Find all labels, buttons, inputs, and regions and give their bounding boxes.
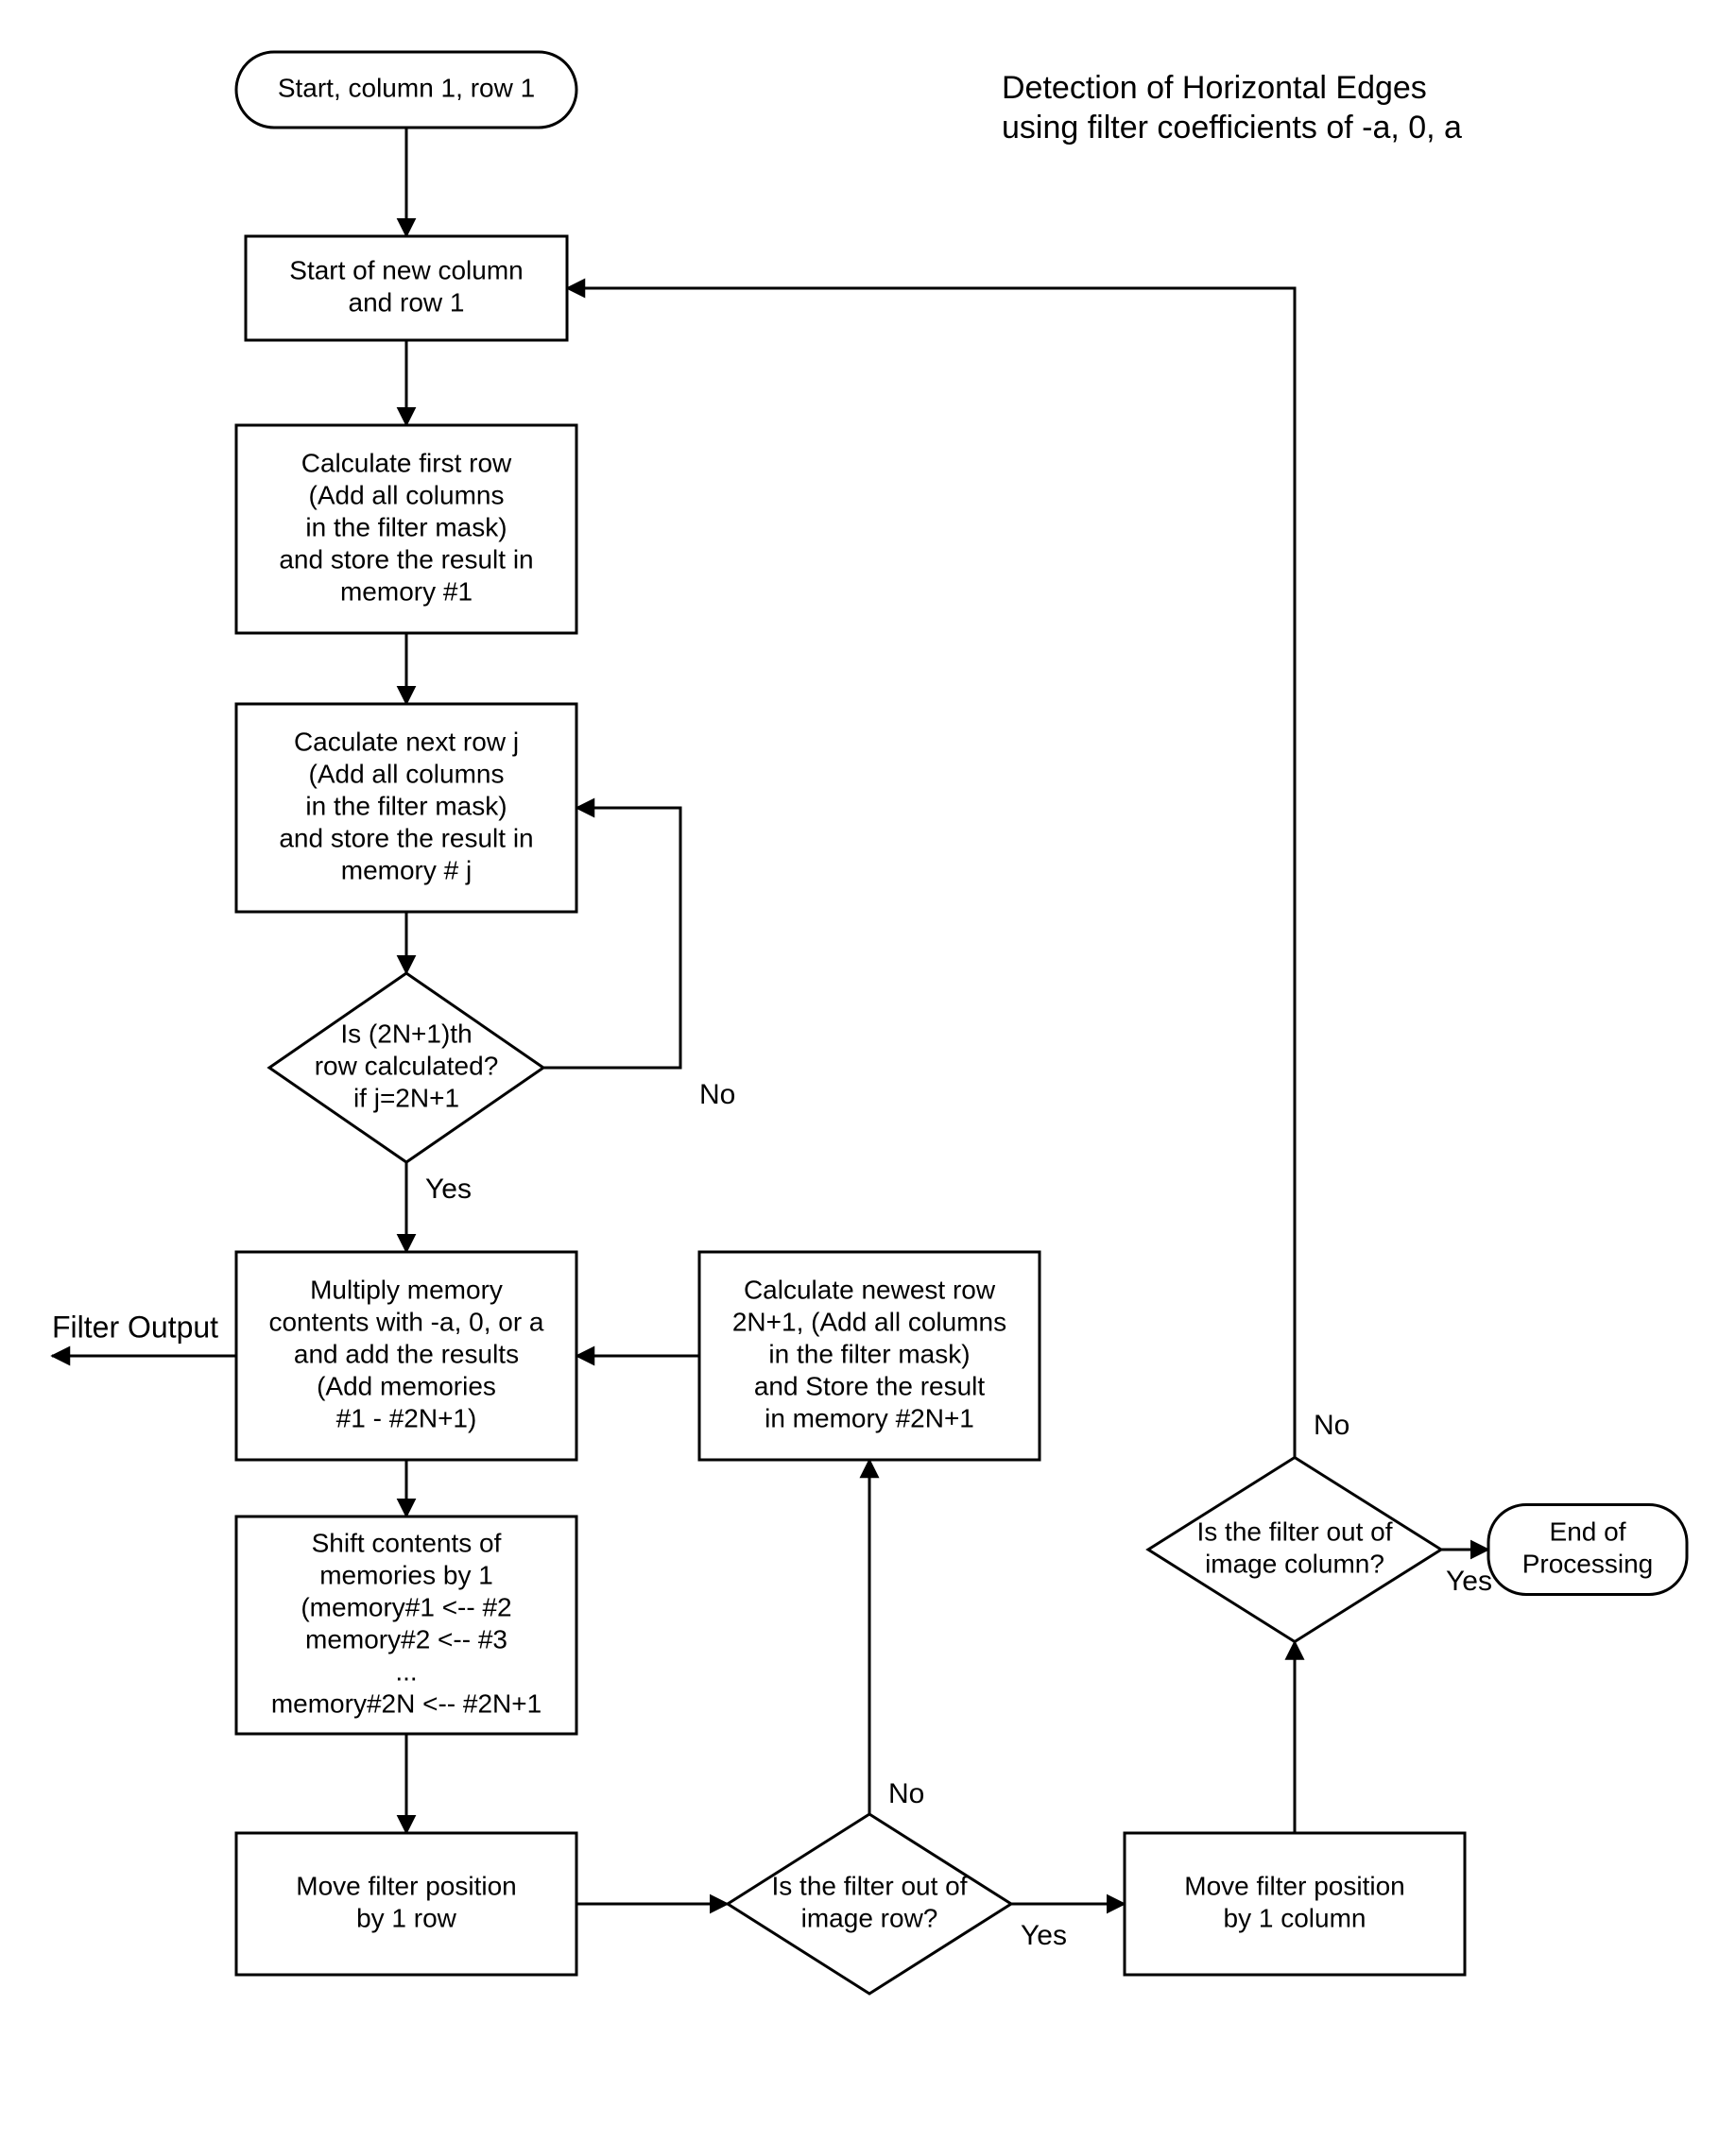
node-moverow-line-1: by 1 row (356, 1903, 457, 1932)
node-mult: Multiply memory contents with -a, 0, or a… (236, 1252, 576, 1460)
node-dec1: Is (2N+1)th row calculated? if j=2N+1 (269, 973, 543, 1162)
node-calc1-line-2: in the filter mask) (305, 512, 507, 541)
node-shift-line-5: memory#2N <-- #2N+1 (271, 1688, 541, 1718)
node-dec3-line-1: image column? (1205, 1549, 1384, 1578)
node-calc1-line-4: memory #1 (340, 576, 473, 606)
node-movecol-line-1: by 1 column (1224, 1903, 1366, 1932)
node-dec1-line-2: if j=2N+1 (353, 1083, 459, 1112)
edge-label-mult-out: Filter Output (52, 1310, 218, 1344)
node-shift-line-2: (memory#1 <-- #2 (301, 1592, 511, 1621)
node-newcol: Start of new column and row 1 (246, 236, 567, 340)
node-shift-line-4: ... (395, 1656, 417, 1686)
title-line-0: Detection of Horizontal Edges (1002, 70, 1427, 106)
node-dec3-line-0: Is the filter out of (1197, 1517, 1393, 1546)
node-calcnew-line-2: in the filter mask) (768, 1339, 970, 1368)
node-start-line-0: Start, column 1, row 1 (278, 73, 535, 102)
diagram-title: Detection of Horizontal Edges using filte… (1002, 70, 1462, 146)
node-calcj-line-3: and store the result in (279, 823, 533, 852)
node-dec2-line-0: Is the filter out of (772, 1871, 968, 1900)
node-calcj-line-2: in the filter mask) (305, 791, 507, 820)
node-mult-line-3: (Add memories (317, 1371, 496, 1400)
node-dec2-line-1: image row? (801, 1903, 938, 1932)
edge-label-dec3-newcol: No (1314, 1410, 1349, 1441)
node-mult-line-2: and add the results (294, 1339, 519, 1368)
node-calc1: Calculate first row (Add all columns in th… (236, 425, 576, 633)
node-newcol-line-0: Start of new column (289, 255, 523, 284)
node-movecol-line-0: Move filter position (1184, 1871, 1404, 1900)
node-calcnew: Calculate newest row 2N+1, (Add all colum… (699, 1252, 1040, 1460)
edge-label-dec1-mult: Yes (425, 1174, 472, 1205)
node-moverow: Move filter position by 1 row (236, 1833, 576, 1975)
title-line-1: using filter coefficients of -a, 0, a (1002, 110, 1462, 146)
node-movecol: Move filter position by 1 column (1125, 1833, 1465, 1975)
node-mult-line-1: contents with -a, 0, or a (268, 1307, 543, 1336)
node-mult-line-4: #1 - #2N+1) (336, 1403, 477, 1432)
node-shift-line-1: memories by 1 (319, 1560, 493, 1589)
node-moverow-line-0: Move filter position (296, 1871, 516, 1900)
node-calcnew-line-0: Calculate newest row (744, 1275, 996, 1304)
node-dec1-line-0: Is (2N+1)th (340, 1019, 472, 1048)
node-shift-line-3: memory#2 <-- #3 (305, 1624, 507, 1654)
node-end-line-1: Processing (1522, 1549, 1654, 1578)
node-start: Start, column 1, row 1 (236, 52, 576, 128)
node-dec1-line-1: row calculated? (315, 1051, 499, 1080)
edge-label-dec2-movecol: Yes (1021, 1920, 1067, 1951)
edge-label-dec2-calcnew: No (888, 1778, 924, 1809)
edge-label-dec1-calcj: No (699, 1079, 735, 1110)
node-mult-line-0: Multiply memory (310, 1275, 503, 1304)
nodes-layer: Start, column 1, row 1 Start of new colum… (236, 52, 1687, 1994)
node-calcj-line-1: (Add all columns (309, 759, 505, 788)
node-dec3: Is the filter out of image column? (1148, 1458, 1441, 1642)
node-calc1-line-0: Calculate first row (301, 448, 512, 477)
node-newcol-line-1: and row 1 (349, 287, 465, 317)
node-calc1-line-3: and store the result in (279, 544, 533, 574)
node-calcnew-line-4: in memory #2N+1 (765, 1403, 974, 1432)
node-calc1-line-1: (Add all columns (309, 480, 505, 509)
node-calcnew-line-3: and Store the result (754, 1371, 986, 1400)
edge-label-dec3-end: Yes (1446, 1566, 1492, 1597)
node-end-line-0: End of (1550, 1517, 1626, 1546)
node-dec2: Is the filter out of image row? (728, 1814, 1011, 1994)
node-end: End of Processing (1488, 1505, 1687, 1595)
node-calcj-line-0: Caculate next row j (294, 727, 519, 756)
node-shift-line-0: Shift contents of (312, 1528, 502, 1557)
node-shift: Shift contents of memories by 1 (memory#1 … (236, 1517, 576, 1734)
node-calcnew-line-1: 2N+1, (Add all columns (732, 1307, 1006, 1336)
node-calcj-line-4: memory # j (341, 855, 472, 884)
node-calcj: Caculate next row j (Add all columns in th… (236, 704, 576, 912)
